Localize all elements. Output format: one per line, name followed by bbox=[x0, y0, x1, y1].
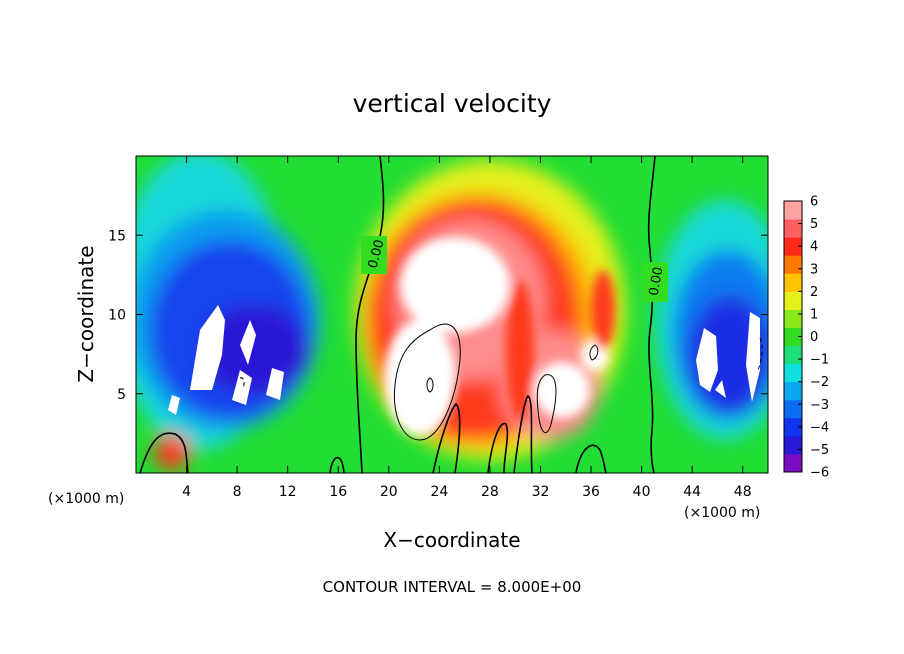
colorbar-tick-label: 1 bbox=[810, 307, 818, 322]
colorbar-segment bbox=[784, 219, 802, 238]
heatmap-field bbox=[136, 156, 768, 473]
x-tick-label: 36 bbox=[582, 484, 600, 500]
x-tick-label: 40 bbox=[633, 484, 651, 500]
colorbar-segment bbox=[784, 435, 802, 455]
colorbar-tick-label: −6 bbox=[810, 466, 829, 481]
contour-interval-text: CONTOUR INTERVAL = 8.000E+00 bbox=[323, 578, 582, 596]
x-tick-label: 20 bbox=[380, 484, 398, 500]
downdraft-cores bbox=[168, 305, 760, 415]
colorbar-tick-label: 3 bbox=[810, 262, 818, 277]
x-tick-label: 32 bbox=[532, 484, 550, 500]
contour-label-bg-1 bbox=[361, 236, 387, 274]
colorbar-tick-label: −2 bbox=[810, 375, 829, 390]
x-tick-label: 48 bbox=[734, 484, 752, 500]
colorbar-segment bbox=[784, 201, 802, 220]
colorbar-tick-label: 0 bbox=[810, 330, 818, 345]
colorbar-segment bbox=[784, 345, 802, 365]
x-tick-label: 8 bbox=[233, 484, 242, 500]
colorbar-tick-label: 5 bbox=[810, 217, 818, 232]
colorbar-tick-label: −4 bbox=[810, 420, 829, 435]
colorbar-tick-label: −1 bbox=[810, 353, 829, 368]
contour-label-bg-2 bbox=[642, 262, 668, 302]
contour-label-left: 0.00 bbox=[366, 238, 388, 270]
colorbar-segment bbox=[784, 291, 802, 310]
x-axis: 4 8 12 16 20 24 28 32 36 40 44 48 bbox=[182, 156, 752, 500]
colorbar-segment bbox=[784, 453, 802, 473]
colorbar-segment bbox=[784, 381, 802, 401]
y-axis-unit: (×1000 m) bbox=[48, 491, 124, 507]
colorbar-segment bbox=[784, 273, 802, 292]
colorbar-segment bbox=[784, 417, 802, 437]
x-tick-label: 44 bbox=[683, 484, 701, 500]
y-tick-label: 5 bbox=[117, 387, 126, 403]
x-axis-unit: (×1000 m) bbox=[684, 505, 760, 521]
colorbar-segment bbox=[784, 255, 802, 274]
colorbar-segment bbox=[784, 237, 802, 256]
x-tick-label: 16 bbox=[329, 484, 347, 500]
x-axis-label: X−coordinate bbox=[383, 528, 520, 552]
y-tick-label: 10 bbox=[108, 308, 126, 324]
colorbar-segment bbox=[784, 327, 802, 347]
colorbar-tick-label: 4 bbox=[810, 240, 818, 255]
y-axis: 5 10 15 bbox=[108, 228, 768, 403]
colorbar-segment bbox=[784, 309, 802, 328]
colorbar-segment bbox=[784, 399, 802, 419]
y-axis-label: Z−coordinate bbox=[74, 245, 98, 382]
zero-contours bbox=[139, 156, 763, 473]
x-tick-label: 24 bbox=[430, 484, 448, 500]
colorbar-tick-label: −3 bbox=[810, 398, 829, 413]
y-tick-label: 15 bbox=[108, 228, 126, 244]
colorbar-segment bbox=[784, 363, 802, 383]
contour-label-right: 0.00 bbox=[647, 266, 667, 297]
colorbar-tick-label: −5 bbox=[810, 443, 829, 458]
colorbar-tick-label: 6 bbox=[810, 195, 818, 210]
x-tick-label: 4 bbox=[182, 484, 191, 500]
chart-title: vertical velocity bbox=[353, 89, 552, 118]
colorbar-tick-label: 2 bbox=[810, 285, 818, 300]
x-tick-label: 12 bbox=[279, 484, 297, 500]
colorbar: 6 5 4 3 2 1 0 −1 −2 −3 −4 −5 −6 bbox=[783, 195, 829, 481]
x-tick-label: 28 bbox=[481, 484, 499, 500]
